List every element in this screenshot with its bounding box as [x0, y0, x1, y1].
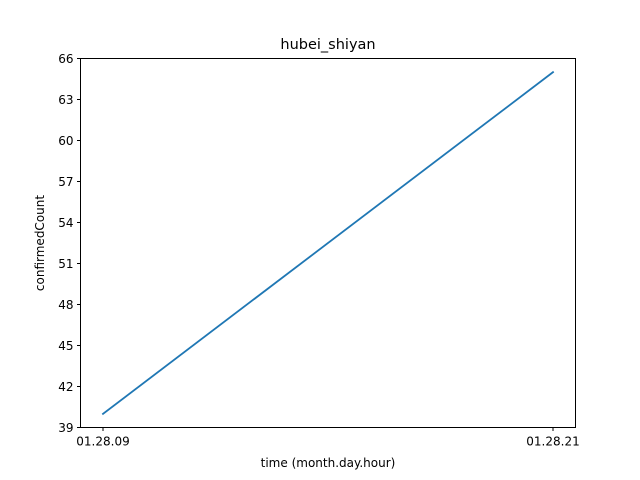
y-tick-label: 54 [58, 216, 73, 230]
plot-frame [80, 58, 576, 428]
y-tick-label: 51 [58, 257, 73, 271]
y-tick-label: 45 [58, 339, 73, 353]
x-axis-label: time (month.day.hour) [261, 456, 396, 470]
plot-area: 39 42 45 48 51 54 57 60 63 66 01.28.09 01.28.21 [58, 52, 580, 449]
y-tick-label: 57 [58, 175, 73, 189]
chart-title: hubei_shiyan [280, 37, 375, 53]
x-tick-label: 01.28.21 [526, 435, 579, 449]
y-tick-label: 66 [58, 52, 73, 66]
y-tick-label: 60 [58, 134, 73, 148]
y-tick-label: 48 [58, 298, 73, 312]
y-tick-label: 39 [58, 421, 73, 435]
x-tick-label: 01.28.09 [76, 435, 129, 449]
y-tick-label: 42 [58, 380, 73, 394]
series-line [101, 70, 555, 416]
y-tick-label: 63 [58, 93, 73, 107]
y-axis-label: confirmedCount [33, 195, 47, 291]
